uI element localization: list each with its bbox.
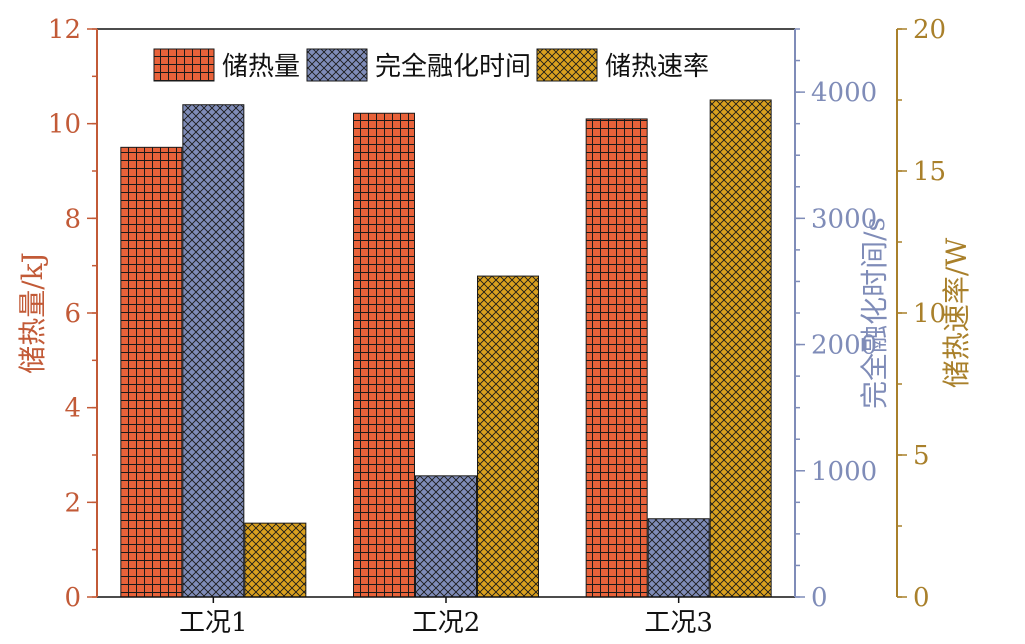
left-tick-label: 6 [64,299,81,329]
bar-完全融化时间-工况1 [182,104,245,598]
right2-tick-label: 15 [913,157,946,187]
legend-label: 储热量 [222,52,300,82]
legend-swatch [306,48,368,82]
right2-tick-label: 20 [913,15,946,45]
legend: 储热量 完全融化时间 储热速率 [153,48,709,82]
plot-area [120,99,772,598]
bar-储热量-工况2 [353,112,415,598]
bar-储热速率-工况1 [244,522,307,598]
bar-完全融化时间-工况3 [647,518,710,598]
axes: 工况1 工况2 工况3 0 2 4 6 8 10 12 储热量/kJ 0 1000 2000 3000 400… [16,15,973,638]
bar-储热速率-工况3 [709,99,772,598]
bar-储热量-工况1 [120,146,183,598]
right2-tick-label: 5 [913,441,930,471]
left-tick-label: 12 [48,15,81,45]
left-tick-label: 4 [64,394,81,424]
bar-完全融化时间-工况2 [415,475,477,598]
legend-label: 储热速率 [605,52,709,82]
right1-tick-label: 2000 [811,331,877,361]
right1-tick-label: 0 [811,583,828,613]
left-tick-label: 8 [64,204,81,234]
left-axis-label: 储热量/kJ [16,252,49,374]
legend-swatch [153,48,215,82]
right2-tick-label: 0 [913,583,930,613]
right1-axis-label: 完全融化时间/s [858,217,891,409]
bar-储热量-工况3 [585,118,648,598]
right1-tick-label: 4000 [811,78,877,108]
right1-tick-label: 1000 [811,457,877,487]
left-tick-label: 10 [48,110,81,140]
left-tick-label: 0 [64,583,81,613]
legend-swatch [536,48,598,82]
right2-axis-label: 储热速率/W [940,238,973,388]
x-tick-label: 工况2 [412,608,481,638]
right2-tick-label: 10 [913,299,946,329]
x-tick-label: 工况1 [179,608,248,638]
bar-储热速率-工况2 [477,275,539,598]
left-tick-label: 2 [64,488,81,518]
x-tick-label: 工况3 [644,608,713,638]
right1-tick-label: 3000 [811,204,877,234]
legend-label: 完全融化时间 [375,52,531,82]
